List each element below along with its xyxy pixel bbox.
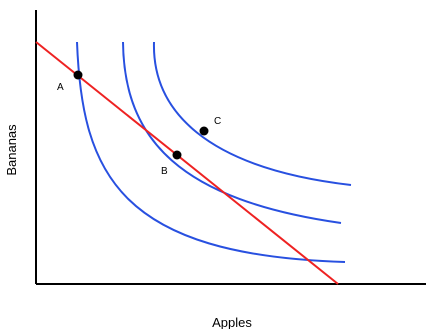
point-b-marker [172, 150, 182, 160]
point-c-label: C [214, 116, 221, 127]
indifference-curve-middle [122, 41, 342, 224]
point-c-marker [199, 126, 209, 136]
indifference-curve-high [152, 41, 352, 186]
budget-line [35, 41, 339, 285]
y-axis-label: Bananas [4, 124, 19, 176]
point-a-marker [73, 70, 83, 80]
indifference-curve-low [76, 41, 346, 263]
point-b-label: B [161, 166, 168, 177]
point-a-label: A [57, 82, 64, 93]
x-axis-label: Apples [212, 315, 252, 329]
